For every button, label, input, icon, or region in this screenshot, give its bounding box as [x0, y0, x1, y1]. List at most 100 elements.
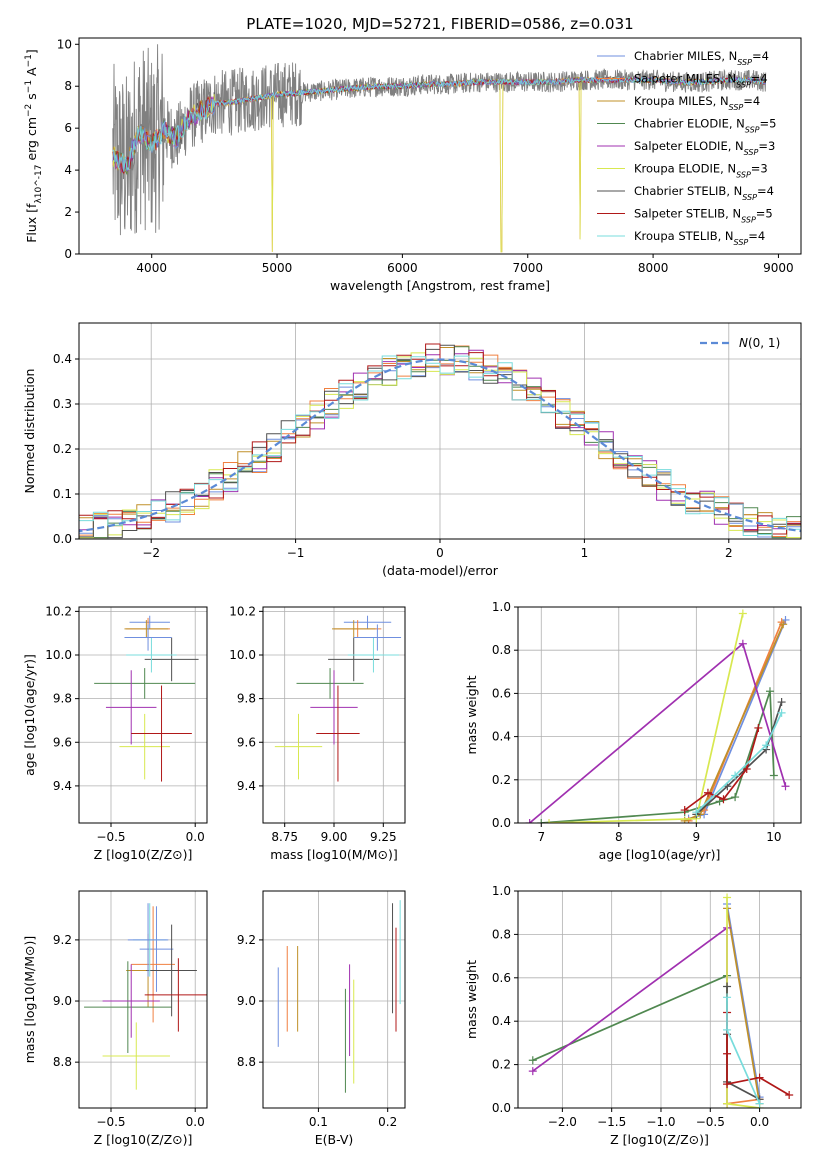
x-tick-label: 7	[537, 830, 545, 844]
y-tick-label: 0.1	[53, 487, 72, 501]
x-tick-label: 10	[766, 830, 781, 844]
x-tick-label: 7000	[512, 261, 543, 275]
y-tick-label: 2	[64, 205, 72, 219]
x-tick-label: 9	[693, 830, 701, 844]
weight-marker	[692, 808, 701, 817]
weight-marker	[731, 793, 740, 802]
y-tick-label: 1.0	[492, 884, 511, 898]
y-axis-label: mass weight	[464, 960, 479, 1039]
x-tick-label: 5000	[262, 261, 293, 275]
axes-frame	[78, 37, 802, 255]
x-tick-label: 8	[615, 830, 623, 844]
y-tick-label: 0.2	[53, 442, 72, 456]
axes-frame	[517, 890, 802, 1109]
y-tick-label: 10.0	[229, 648, 256, 662]
y-tick-label: 0.8	[492, 927, 511, 941]
x-axis-label: E(B-V)	[315, 1132, 354, 1147]
weight-marker	[769, 771, 778, 780]
weight-marker	[742, 765, 751, 773]
weight-marker	[545, 819, 554, 823]
weight-line-3	[541, 690, 775, 823]
x-axis-label: age [log10(age/yr)]	[599, 847, 721, 862]
weight-marker	[723, 1099, 732, 1108]
legend-label: Chabrier ELODIE, NSSP=5	[634, 117, 776, 135]
plot-area	[112, 44, 767, 253]
weight-marker	[723, 1080, 732, 1089]
mass-vs-metallicity-panel: −0.5 0.0 8.8 9.0 9.2 Z [log10(Z/Z⊙)] mass [log…	[22, 890, 208, 1147]
weight-marker	[738, 639, 747, 648]
legend-label: Kroupa STELIB, NSSP=4	[634, 229, 765, 247]
y-tick-label: 10.0	[45, 648, 72, 662]
weight-marker	[528, 1056, 537, 1065]
legend-label: Chabrier STELIB, NSSP=4	[634, 184, 774, 202]
x-tick-label: 0.2	[378, 1115, 397, 1129]
weight-marker	[537, 819, 546, 823]
weight-marker	[755, 1099, 764, 1108]
weight-marker	[762, 741, 771, 750]
y-tick-label: 0.0	[492, 816, 511, 830]
y-tick-label: 10.2	[45, 604, 72, 618]
weight-marker	[777, 698, 786, 707]
weight-line-4	[529, 642, 787, 823]
weight-marker	[680, 806, 689, 815]
spectrum-panel: 4000 5000 6000 7000 8000 9000 0 2 4 6 8 10 wavelengt…	[24, 37, 802, 293]
legend-label: Salpeter MILES, NSSP=4	[634, 72, 768, 90]
y-tick-label: 0.0	[53, 532, 72, 546]
axes-frame	[262, 890, 406, 1109]
x-tick-label: −1	[287, 546, 305, 560]
weight-marker	[781, 782, 790, 791]
x-tick-label: −1.5	[597, 1115, 626, 1129]
x-tick-label: 0	[436, 546, 444, 560]
weight-line-1	[726, 1098, 760, 1105]
x-tick-label: −1.0	[646, 1115, 675, 1129]
weight-vs-age-panel: 7 8 9 10 0.0 0.2 0.4 0.6 0.8 1.0 age [log10(age/yr…	[464, 600, 802, 862]
normal-distribution-curve	[79, 358, 801, 533]
weight-vs-metallicity-panel: −2.0 −1.5 −1.0 −0.5 0.0 0.0 0.2 0.4 0.6 0.8 1.0 Z […	[464, 884, 802, 1147]
age-vs-mass-panel: 8.75 9.00 9.25 9.4 9.6 9.8 10.0 10.2 mass [log10…	[229, 604, 406, 862]
y-tick-label: 9.4	[53, 779, 72, 793]
weight-marker	[754, 723, 763, 732]
plot-area	[277, 900, 401, 1093]
x-tick-label: 6000	[387, 261, 418, 275]
y-tick-label: 10	[57, 37, 72, 51]
y-tick-label: 9.8	[53, 692, 72, 706]
weight-line-2	[726, 908, 761, 1104]
x-axis-label: mass [log10(M/M⊙)]	[270, 847, 398, 862]
x-tick-label: 8000	[638, 261, 669, 275]
x-axis-label: (data-model)/error	[382, 563, 499, 578]
plot-area	[94, 615, 199, 782]
y-tick-label: 0.6	[492, 686, 511, 700]
y-tick-label: 9.6	[237, 735, 256, 749]
y-tick-label: 9.2	[237, 933, 256, 947]
x-axis-label: Z [log10(Z/Z⊙)]	[610, 1132, 709, 1147]
plot-area	[79, 343, 801, 539]
y-tick-label: 0.0	[492, 1101, 511, 1115]
weight-line-8	[726, 997, 761, 1105]
y-tick-label: 9.6	[53, 735, 72, 749]
y-tick-label: 8.8	[53, 1055, 72, 1069]
x-tick-label: 0.0	[750, 1115, 769, 1129]
x-tick-label: 4000	[136, 261, 167, 275]
y-tick-label: 0.2	[492, 773, 511, 787]
y-tick-label: 10.2	[229, 604, 256, 618]
y-tick-label: 9.2	[53, 933, 72, 947]
y-tick-label: 0.2	[492, 1058, 511, 1072]
y-axis-label: age [log10(age/yr)]	[22, 654, 37, 776]
x-tick-label: −0.5	[96, 830, 125, 844]
histogram-series-8	[79, 355, 801, 539]
y-axis-label: mass weight	[464, 675, 479, 754]
y-tick-label: 0.3	[53, 397, 72, 411]
y-tick-label: 9.0	[237, 994, 256, 1008]
y-tick-label: 6	[64, 121, 72, 135]
weight-marker	[525, 819, 534, 823]
weight-line-3	[532, 974, 728, 1082]
x-tick-label: 0.0	[186, 830, 205, 844]
x-axis-label: Z [log10(Z/Z⊙)]	[94, 847, 193, 862]
plot-area	[274, 615, 402, 782]
y-axis-label: Flux [fλ10^-17 erg cm−2 s−1 A−1]	[24, 49, 44, 243]
x-tick-label: −2.0	[548, 1115, 577, 1129]
x-axis-label: wavelength [Angstrom, rest frame]	[330, 278, 550, 293]
weight-marker	[703, 788, 712, 797]
x-tick-label: 1	[581, 546, 589, 560]
